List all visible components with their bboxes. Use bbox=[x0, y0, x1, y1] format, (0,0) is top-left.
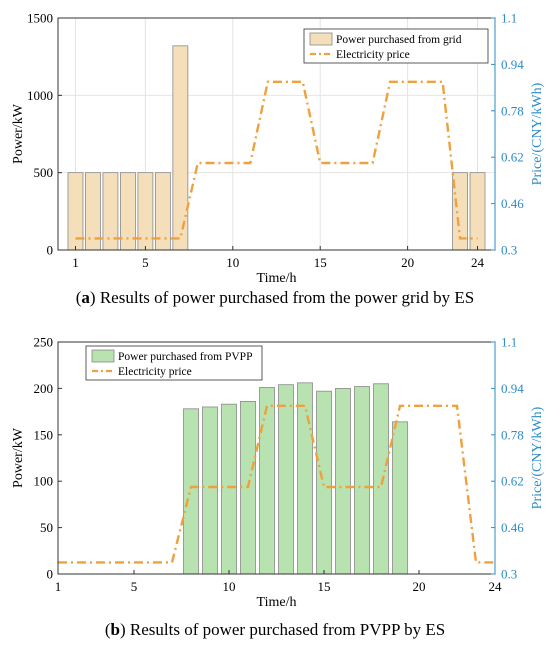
y2-tick-label: 0.78 bbox=[501, 427, 524, 442]
y-axis-title: Power/kW bbox=[11, 103, 26, 164]
legend-label-line: Electricity price bbox=[118, 366, 192, 378]
legend-label-line: Electricity price bbox=[336, 49, 410, 61]
y-tick-label: 100 bbox=[34, 474, 54, 489]
legend-swatch-bar bbox=[309, 32, 333, 46]
bar bbox=[183, 408, 199, 575]
x-axis-title: Time/h bbox=[257, 271, 297, 286]
legend-box bbox=[303, 28, 489, 64]
legend-swatch-bar bbox=[91, 349, 115, 363]
y2-axis-title: Price/(CNY/kWh) bbox=[530, 82, 545, 185]
x-axis-title: Time/h bbox=[257, 595, 297, 610]
y2-tick-label: 0.78 bbox=[501, 103, 524, 118]
y-tick-label: 200 bbox=[34, 381, 54, 396]
caption-a: (a) Results of power purchased from the … bbox=[75, 288, 475, 307]
y-axis-title: Power/kW bbox=[11, 427, 26, 488]
y-tick-label: 150 bbox=[34, 427, 54, 442]
bar-series bbox=[67, 45, 486, 251]
x-tick-label: 10 bbox=[226, 255, 239, 270]
x-tick-label: 24 bbox=[471, 255, 485, 270]
price-line bbox=[75, 80, 478, 240]
bar-series bbox=[183, 382, 408, 575]
y-tick-label: 1000 bbox=[27, 88, 53, 103]
bar bbox=[392, 421, 408, 575]
x-tick-label: 10 bbox=[223, 579, 236, 594]
y2-tick-label: 0.46 bbox=[501, 520, 524, 535]
bar bbox=[202, 406, 218, 575]
y2-tick-label: 0.3 bbox=[501, 567, 517, 582]
legend-box bbox=[85, 345, 263, 381]
x-tick-label: 15 bbox=[314, 255, 327, 270]
legend: Power purchased from grid Electricity pri… bbox=[303, 28, 489, 64]
x-tick-label: 24 bbox=[489, 579, 503, 594]
y2-tick-label: 0.46 bbox=[501, 196, 524, 211]
bar bbox=[221, 403, 237, 575]
x-tick-label: 15 bbox=[318, 579, 331, 594]
x-tick-label: 5 bbox=[142, 255, 149, 270]
y2-tick-label: 0.94 bbox=[501, 57, 524, 72]
y2-tick-label: 0.62 bbox=[501, 150, 524, 165]
x-tick-label: 5 bbox=[131, 579, 138, 594]
y2-tick-label: 0.3 bbox=[501, 243, 517, 258]
price-line bbox=[58, 404, 495, 564]
bar bbox=[316, 390, 332, 575]
x-tick-label: 1 bbox=[72, 255, 79, 270]
y-tick-label: 50 bbox=[40, 520, 53, 535]
bar bbox=[278, 384, 294, 575]
y-tick-label: 500 bbox=[34, 165, 54, 180]
y2-tick-label: 1.1 bbox=[501, 11, 517, 26]
y2-tick-label: 0.62 bbox=[501, 474, 524, 489]
bar bbox=[172, 45, 189, 251]
caption-b: (b) Results of power purchased from PVPP… bbox=[104, 620, 446, 639]
chart-panel-b: 1 5 10 15 20 240501001502002500.30.460.620.78… bbox=[11, 335, 545, 611]
bar bbox=[354, 386, 370, 575]
legend-label-bar: Power purchased from PVPP bbox=[118, 351, 252, 363]
y-tick-label: 1500 bbox=[27, 11, 53, 26]
legend: Power purchased from PVPP Electricity pri… bbox=[85, 345, 263, 381]
bar bbox=[373, 383, 389, 575]
bar bbox=[297, 382, 313, 575]
y2-axis-title: Price/(CNY/kWh) bbox=[530, 406, 545, 509]
x-tick-label: 20 bbox=[401, 255, 414, 270]
x-tick-label: 20 bbox=[413, 579, 426, 594]
y2-tick-label: 1.1 bbox=[501, 335, 517, 350]
bar bbox=[259, 387, 275, 575]
bar bbox=[335, 387, 351, 575]
y-tick-label: 0 bbox=[47, 567, 54, 582]
y-tick-label: 250 bbox=[34, 335, 54, 350]
chart-panel-a: 1 5 10 15 20 240500100015000.30.460.620.780.9… bbox=[11, 11, 545, 287]
legend-label-bar: Power purchased from grid bbox=[336, 34, 462, 46]
x-tick-label: 1 bbox=[55, 579, 62, 594]
y2-tick-label: 0.94 bbox=[501, 381, 524, 396]
y-tick-label: 0 bbox=[47, 243, 54, 258]
